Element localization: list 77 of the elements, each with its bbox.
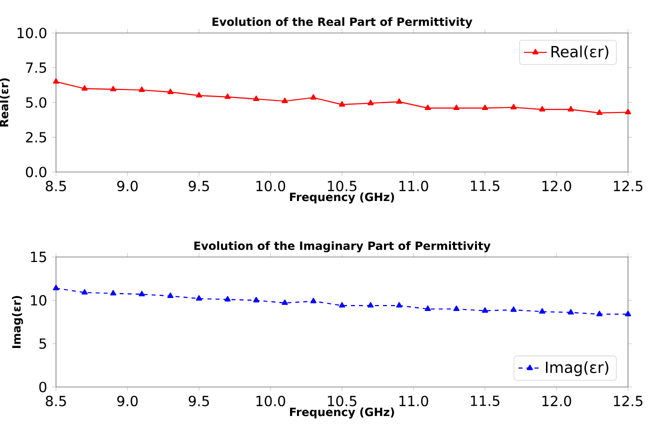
y-tick-label: 15: [31, 252, 46, 262]
y-tick-label: 5.0: [26, 97, 46, 108]
x-tick-label: 10.5: [328, 396, 356, 406]
x-tick-label: 11.5: [470, 180, 500, 192]
point: [282, 98, 288, 104]
point: [253, 96, 260, 102]
x-tick-label: 12.5: [614, 396, 642, 406]
point: [368, 100, 374, 106]
x-tick-label: 12.5: [614, 180, 642, 192]
x-tick-label: 9.0: [117, 180, 138, 192]
y-tick-label: 10: [31, 295, 46, 306]
point: [396, 302, 402, 308]
x-axis-title: Frequency (GHz): [290, 407, 394, 418]
point: [482, 104, 488, 110]
x-tick-label: 12.0: [542, 396, 572, 406]
y-tick-label: 0: [39, 382, 46, 392]
x-axis-title: Frequency (GHz): [290, 192, 394, 204]
point: [368, 302, 374, 308]
x-tick-label: 11.0: [399, 396, 428, 406]
x-tick-label: 8.5: [46, 180, 66, 192]
x-tick-label: 12.0: [542, 180, 572, 192]
point: [624, 310, 632, 316]
point: [110, 86, 116, 92]
point: [424, 104, 431, 110]
x-tick-label: 11.5: [470, 396, 500, 406]
x-tick-label: 10.0: [256, 180, 286, 192]
point: [52, 78, 60, 84]
point: [196, 92, 202, 98]
y-tick-label: 10.0: [18, 28, 46, 38]
chart-title: Evolution of the Imaginary Part of Permittivity: [194, 241, 491, 252]
point: [424, 306, 431, 311]
point: [167, 88, 174, 94]
y-tick-label: 0.0: [26, 166, 46, 178]
point: [510, 306, 517, 312]
x-tick-label: 9.0: [117, 396, 138, 406]
point: [596, 109, 602, 115]
point: [282, 299, 288, 305]
x-tick-label: 9.5: [188, 180, 209, 192]
point: [224, 93, 231, 99]
point: [539, 308, 546, 314]
point: [138, 86, 145, 92]
point: [396, 98, 402, 104]
point: [338, 302, 346, 308]
point: [82, 85, 88, 91]
x-tick-label: 8.5: [46, 396, 66, 406]
y-tick-label: 7.5: [26, 62, 46, 73]
point: [138, 290, 145, 296]
point: [453, 306, 460, 311]
point: [568, 309, 574, 314]
legend-label: Imag(εr): [546, 361, 608, 376]
point: [596, 310, 602, 316]
point: [338, 101, 346, 107]
point: [310, 94, 316, 100]
x-tick-label: 9.5: [188, 396, 209, 406]
y-tick-label: 2.5: [26, 132, 46, 143]
point: [482, 307, 488, 313]
point: [110, 290, 116, 296]
point: [196, 295, 202, 301]
point: [310, 298, 316, 304]
point: [510, 104, 517, 110]
x-tick-label: 11.0: [399, 180, 428, 192]
point: [539, 106, 546, 112]
x-tick-label: 10.0: [256, 396, 286, 406]
point: [82, 289, 88, 295]
point: [167, 292, 174, 298]
point: [453, 104, 460, 110]
point: [52, 284, 60, 290]
y-tick-label: 5: [39, 338, 46, 349]
point: [568, 106, 574, 112]
y-axis-title: Real(εr): [0, 78, 10, 127]
chart-title: Evolution of the Real Part of Permittivity: [212, 17, 472, 28]
x-tick-label: 10.5: [328, 180, 356, 192]
point: [624, 108, 632, 114]
y-axis-title: Imag(εr): [12, 296, 23, 348]
legend-label: Real(εr): [552, 46, 608, 60]
point: [224, 296, 231, 302]
point: [253, 296, 260, 302]
